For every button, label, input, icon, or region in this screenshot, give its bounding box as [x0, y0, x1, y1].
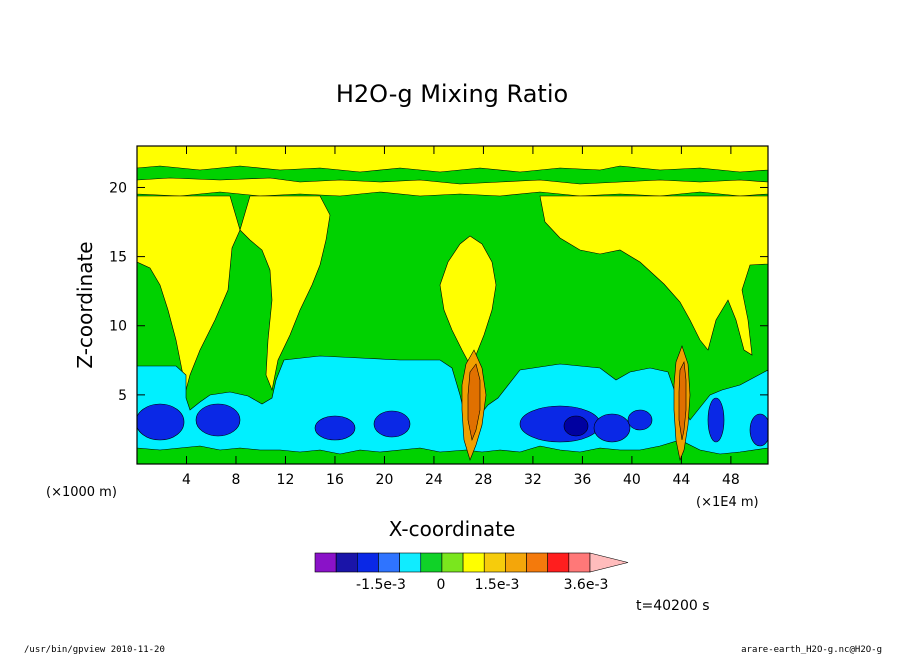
field-blue-blob-3	[314, 415, 356, 441]
x-axis-label: X-coordinate	[389, 517, 516, 541]
y-tick-label: 5	[118, 388, 127, 404]
footer-left: /usr/bin/gpview 2010-11-20	[24, 645, 165, 654]
contour-field	[137, 146, 768, 464]
field-yellow-top	[137, 146, 768, 173]
colorbar-swatch	[526, 552, 548, 573]
footer-right: arare-earth_H2O-g.nc@H2O-g	[741, 645, 882, 654]
field-blue-blob-4	[373, 410, 411, 438]
x-tick-label: 48	[722, 472, 740, 488]
x-tick-label: 32	[524, 472, 542, 488]
colorbar-swatch	[547, 552, 570, 573]
colorbar-swatch	[420, 552, 443, 573]
colorbar-labels: -1.5e-3 0 1.5e-3 3.6e-3	[356, 577, 608, 593]
field-yellow-center	[439, 235, 497, 366]
field-yellow-center-left	[239, 195, 331, 392]
colorbar-swatch	[335, 552, 358, 573]
x-tick-label: 28	[475, 472, 493, 488]
field-yellow-left	[137, 195, 241, 391]
field-blue-blob-9	[749, 413, 768, 447]
colorbar-swatch	[483, 552, 506, 573]
field-yellow-right	[539, 195, 768, 356]
chart-title: H2O-g Mixing Ratio	[336, 80, 568, 108]
x-tick-label: 8	[232, 472, 241, 488]
x-tick-label: 20	[376, 472, 394, 488]
field-red-column-2	[678, 360, 687, 441]
field-blue-blob-2	[195, 403, 241, 437]
y-tick-label: 15	[109, 250, 127, 266]
x-tick-label: 16	[326, 472, 344, 488]
x-tick-label: 12	[277, 472, 295, 488]
field-red-column-1	[467, 363, 481, 442]
colorbar-extend-arrow	[589, 552, 629, 573]
y-tick-label: 10	[109, 319, 127, 335]
colorbar-swatch	[378, 552, 400, 573]
colorbar-swatch	[314, 552, 337, 573]
colorbar-swatch	[357, 552, 379, 573]
x-unit-left: (×1000 m)	[46, 485, 117, 500]
colorbar-swatch	[568, 552, 591, 573]
y-tick-label: 20	[109, 180, 127, 196]
y-axis-label: Z-coordinate	[73, 241, 97, 368]
colorbar-swatch	[462, 552, 485, 573]
x-tick-label: 24	[425, 472, 443, 488]
colorbar	[314, 552, 629, 573]
colorbar-swatch	[399, 552, 422, 573]
x-tick-label: 44	[672, 472, 690, 488]
y-axis-ticks: 5 10 15 20	[109, 180, 768, 404]
field-blue-blob-8	[707, 397, 725, 443]
colorbar-swatch	[441, 552, 464, 573]
colorbar-label: 3.6e-3	[564, 577, 609, 593]
colorbar-label: 0	[437, 577, 446, 593]
x-axis-ticks: 4 8 12 16 20 24 28 32 36 40 44 48	[182, 146, 740, 488]
x-tick-label: 36	[573, 472, 591, 488]
field-blue-blob-6	[593, 413, 631, 443]
colorbar-swatch	[505, 552, 527, 573]
time-label: t=40200 s	[636, 598, 710, 614]
colorbar-label: 1.5e-3	[475, 577, 520, 593]
field-blue-blob-1	[137, 403, 185, 441]
plot-frame	[136, 145, 769, 465]
x-tick-label: 4	[182, 472, 191, 488]
colorbar-label: -1.5e-3	[356, 577, 406, 593]
x-unit-right: (×1E4 m)	[696, 495, 759, 510]
field-darkblue-core	[563, 415, 589, 437]
x-tick-label: 40	[623, 472, 641, 488]
field-yellow-upper	[137, 177, 768, 197]
field-blue-blob-7	[627, 409, 653, 431]
